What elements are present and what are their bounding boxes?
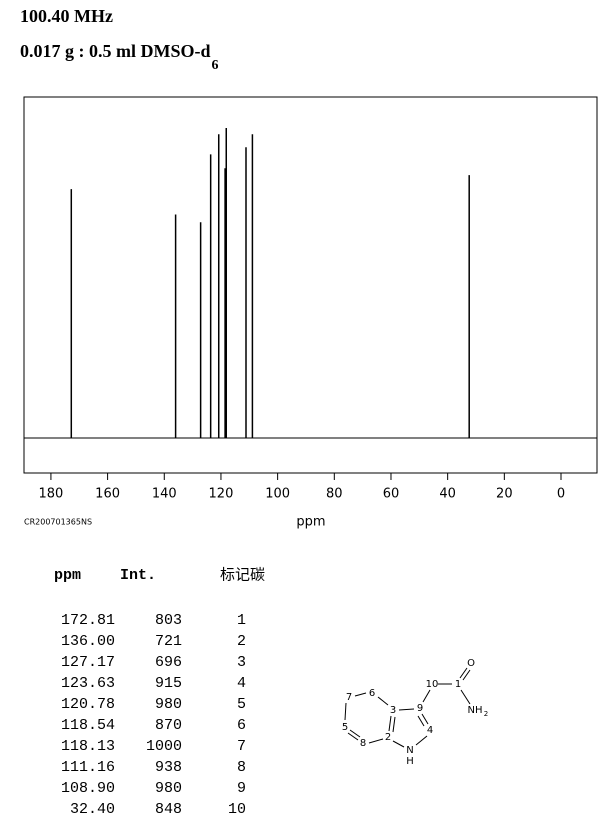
bond <box>392 740 405 748</box>
x-tick-label: 180 <box>39 487 64 502</box>
x-tick-label: 140 <box>152 487 177 502</box>
atom-label: 3 <box>390 705 396 716</box>
table-cell: 6 <box>237 717 246 734</box>
bond <box>460 689 471 705</box>
bond <box>347 732 359 741</box>
bond <box>421 713 429 725</box>
table-cell: 3 <box>237 654 246 671</box>
table-cell: 721 <box>155 633 182 650</box>
bond <box>459 667 468 679</box>
table-cell: 10 <box>228 801 246 815</box>
atom-label: 6 <box>369 688 375 699</box>
table-cell: 127.17 <box>61 654 115 671</box>
table-cell: 696 <box>155 654 182 671</box>
table-cell: 5 <box>237 696 246 713</box>
table-cell: 108.90 <box>61 780 115 797</box>
sample: 0.017 g : 0.5 ml DMSO-d <box>20 41 211 61</box>
sample-subscript: 6 <box>212 58 219 73</box>
x-tick-label: 0 <box>557 487 565 502</box>
atom-label: H <box>406 756 414 767</box>
frequency: 100.40 MHz <box>20 6 113 26</box>
table-cell: 870 <box>155 717 182 734</box>
bond <box>354 692 367 697</box>
table-cell: 980 <box>155 696 182 713</box>
bond <box>368 738 384 744</box>
table-cell: 8 <box>237 759 246 776</box>
atom-label: O <box>467 658 475 669</box>
table-cell: 7 <box>237 738 246 755</box>
atom-label: 8 <box>360 738 366 749</box>
table-cell: 32.40 <box>70 801 115 815</box>
table-cell: 915 <box>155 675 182 692</box>
bond <box>344 702 347 721</box>
x-tick-label: 60 <box>383 487 400 502</box>
x-tick-label: 160 <box>95 487 120 502</box>
atom-label: 4 <box>427 725 433 736</box>
bond <box>388 715 392 732</box>
bond <box>462 669 471 681</box>
table-cell: 118.13 <box>61 738 115 755</box>
table-cell: 136.00 <box>61 633 115 650</box>
table-cell: 1 <box>237 612 246 629</box>
bond <box>349 729 361 738</box>
table-cell: 848 <box>155 801 182 815</box>
plot-frame <box>23 96 598 474</box>
table-cell: 938 <box>155 759 182 776</box>
table-cell: 111.16 <box>61 759 115 776</box>
table-cell: 803 <box>155 612 182 629</box>
x-tick-label: 100 <box>265 487 290 502</box>
atom-label: 5 <box>342 722 348 733</box>
bond <box>398 708 415 711</box>
table-header: 标记碳 <box>220 566 265 584</box>
atom-label: 10 <box>426 679 439 690</box>
table-cell: 9 <box>237 780 246 797</box>
table-header: Int. <box>120 567 156 584</box>
x-tick-label: 80 <box>326 487 343 502</box>
atom-label: 7 <box>346 692 352 703</box>
table-cell: 172.81 <box>61 612 115 629</box>
bond <box>377 696 389 706</box>
table-cell: 1000 <box>146 738 182 755</box>
bond <box>417 715 425 727</box>
table-cell: 123.63 <box>61 675 115 692</box>
atom-label: 2 <box>385 732 391 743</box>
table-cell: 120.78 <box>61 696 115 713</box>
table-cell: 980 <box>155 780 182 797</box>
table-cell: 2 <box>237 633 246 650</box>
x-axis-label: ppm <box>296 515 325 530</box>
atom-label: 1 <box>455 679 461 690</box>
table-header: ppm <box>54 567 81 584</box>
atom-label: 9 <box>417 703 423 714</box>
spectrum-code: CR200701365NS <box>24 518 92 527</box>
x-tick-label: 40 <box>439 487 456 502</box>
x-tick-label: 20 <box>496 487 513 502</box>
bond <box>392 716 396 733</box>
x-tick-label: 120 <box>209 487 234 502</box>
structure <box>344 667 471 748</box>
table-cell: 4 <box>237 675 246 692</box>
table-cell: 118.54 <box>61 717 115 734</box>
atom-label: N <box>406 745 413 756</box>
atom-label: NH <box>468 705 483 716</box>
bond <box>415 735 428 746</box>
bond <box>422 689 431 703</box>
atom-label: 2 <box>484 710 488 718</box>
